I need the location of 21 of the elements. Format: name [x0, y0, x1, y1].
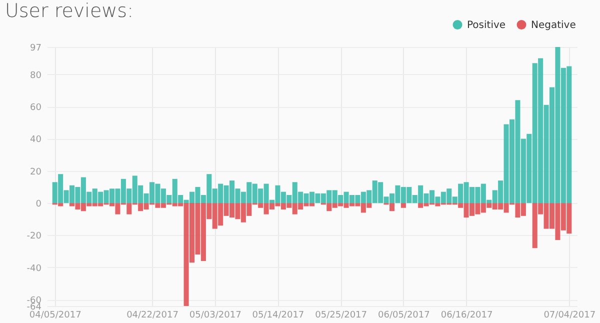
x-tick-label: 06/16/2017 — [440, 310, 493, 320]
y-tick-label: 80 — [30, 70, 42, 81]
legend-label: Negative — [531, 20, 576, 31]
y-tick-label: 97 — [30, 44, 42, 54]
y-tick-label: 0 — [36, 200, 42, 210]
legend-label: Positive — [467, 20, 506, 31]
x-tick-label: 05/25/2017 — [315, 310, 368, 320]
y-tick-label: 60 — [30, 103, 42, 114]
x-tick-label: 04/22/2017 — [126, 310, 178, 320]
x-tick-label: 07/04/2017 — [544, 310, 596, 320]
y-tick-label: -20 — [26, 232, 42, 242]
chart-title: User reviews: — [5, 0, 134, 22]
y-tick-label: -40 — [26, 264, 42, 274]
x-tick-label: 05/03/2017 — [189, 310, 242, 320]
x-tick-label: 05/14/2017 — [252, 310, 304, 320]
y-tick-label: 20 — [30, 167, 42, 178]
x-tick-label: 06/05/2017 — [378, 310, 430, 320]
bar — [400, 203, 406, 208]
y-tick-label: -64 — [26, 302, 42, 312]
y-tick-label: 40 — [30, 135, 42, 146]
x-tick-label: 04/05/2017 — [29, 310, 82, 320]
